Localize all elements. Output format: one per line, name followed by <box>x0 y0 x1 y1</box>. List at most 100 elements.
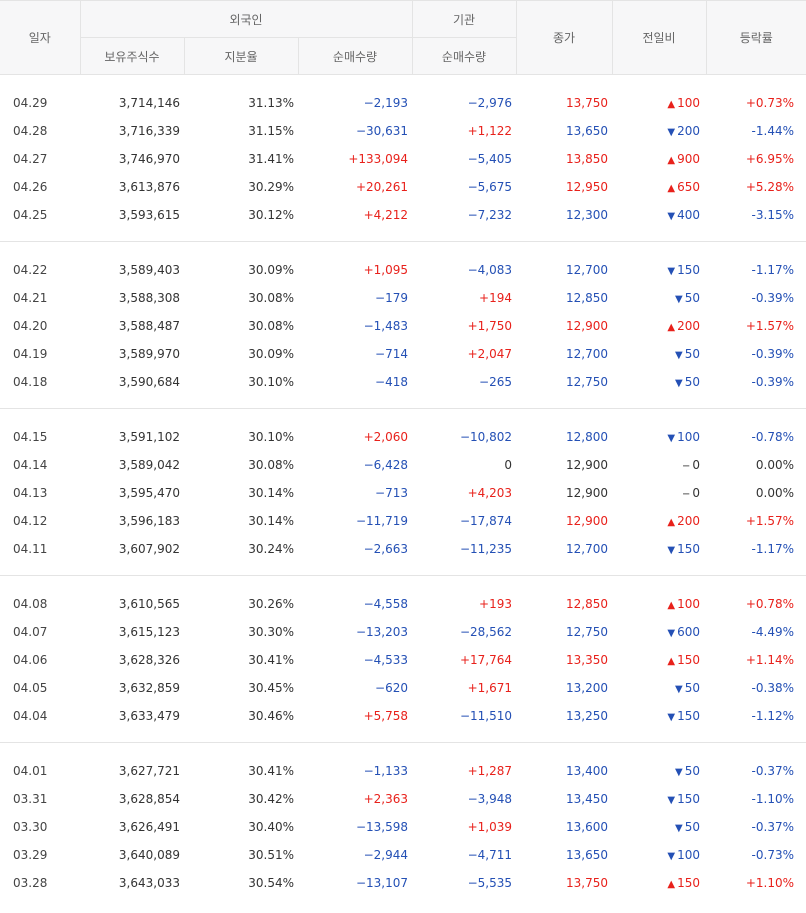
triangle-down-icon: ▼ <box>667 712 676 723</box>
cell-foreign-net: −418 <box>375 375 408 389</box>
cell-ratio: 30.24% <box>248 542 294 556</box>
change-value: 900 <box>677 152 700 166</box>
cell-rate: -0.78% <box>751 430 794 444</box>
cell-holdings: 3,610,565 <box>118 597 180 611</box>
separator-line <box>0 241 806 242</box>
triangle-down-icon: ▼ <box>667 127 676 138</box>
table-row: 04.19 3,589,970 30.09% −714 +2,047 12,700 ▼ 50 -… <box>0 340 806 368</box>
header-inst-net: 순매수량 <box>411 37 516 75</box>
cell-change: ▲ 100 <box>612 75 706 118</box>
cell-close: 13,850 <box>566 152 608 166</box>
cell-date: 03.30 <box>13 820 48 834</box>
cell-inst-net: +1,039 <box>467 820 512 834</box>
cell-foreign-net: −13,203 <box>355 625 408 639</box>
header-change: 전일비 <box>611 0 706 75</box>
cell-ratio: 30.51% <box>248 848 294 862</box>
group-separator <box>0 241 806 242</box>
change-value: 100 <box>677 848 700 862</box>
cell-ratio: 30.41% <box>248 764 294 778</box>
cell-date: 04.20 <box>13 319 48 333</box>
cell-date: 04.04 <box>13 709 48 723</box>
table-row: 04.21 3,588,308 30.08% −179 +194 12,850 ▼ 50 -0.… <box>0 284 806 312</box>
cell-change: ▼ 50 <box>612 368 706 409</box>
cell-rate: -1.44% <box>751 124 794 138</box>
table-body: 04.29 3,714,146 31.13% −2,193 −2,976 13,750 ▲ 1… <box>0 75 806 910</box>
table-row: 04.15 3,591,102 30.10% +2,060 −10,802 12,800 ▼… <box>0 409 806 451</box>
cell-change: −0 <box>612 479 706 507</box>
triangle-down-icon: ▼ <box>675 684 683 695</box>
separator-line <box>0 408 806 409</box>
cell-holdings: 3,714,146 <box>118 96 180 110</box>
cell-foreign-net: −4,558 <box>363 597 408 611</box>
header-close: 종가 <box>515 0 612 75</box>
cell-rate: -1.12% <box>751 709 794 723</box>
table-row: 04.13 3,595,470 30.14% −713 +4,203 12,900 −0 0.… <box>0 479 806 507</box>
cell-inst-net: −265 <box>479 375 512 389</box>
change-value: 150 <box>677 876 700 890</box>
cell-rate: -0.39% <box>751 375 794 389</box>
triangle-up-icon: ▲ <box>667 517 676 528</box>
cell-close: 13,350 <box>566 653 608 667</box>
cell-foreign-net: +4,212 <box>363 208 408 222</box>
table-row: 04.11 3,607,902 30.24% −2,663 −11,235 12,700 ▼… <box>0 535 806 576</box>
table-row: 04.04 3,633,479 30.46% +5,758 −11,510 13,250 ▼… <box>0 702 806 743</box>
cell-ratio: 30.12% <box>248 208 294 222</box>
cell-rate: +6.95% <box>745 152 794 166</box>
change-value: 100 <box>677 597 700 611</box>
cell-inst-net: +1,750 <box>467 319 512 333</box>
cell-rate: -1.17% <box>751 263 794 277</box>
cell-date: 04.07 <box>13 625 48 639</box>
cell-holdings: 3,588,308 <box>118 291 180 305</box>
change-value: 150 <box>677 263 700 277</box>
cell-inst-net: +1,287 <box>467 764 512 778</box>
change-value: 200 <box>677 319 700 333</box>
change-value: 650 <box>677 180 700 194</box>
triangle-up-icon: ▲ <box>667 600 676 611</box>
cell-foreign-net: −11,719 <box>355 514 408 528</box>
cell-inst-net: −28,562 <box>459 625 512 639</box>
cell-close: 12,750 <box>566 375 608 389</box>
triangle-down-icon: ▼ <box>667 628 676 639</box>
table-row: 04.28 3,716,339 31.15% −30,631 +1,122 13,650 ▼… <box>0 117 806 145</box>
change-value: 150 <box>677 542 700 556</box>
change-value: 100 <box>677 96 700 110</box>
cell-date: 04.29 <box>13 96 48 110</box>
cell-change: −0 <box>612 451 706 479</box>
triangle-down-icon: ▼ <box>667 433 676 444</box>
cell-date: 04.28 <box>13 124 48 138</box>
cell-close: 12,700 <box>566 347 608 361</box>
cell-date: 03.31 <box>13 792 48 806</box>
cell-rate: -3.15% <box>751 208 794 222</box>
cell-rate: -0.37% <box>751 764 794 778</box>
triangle-down-icon: ▼ <box>667 545 676 556</box>
cell-rate: +5.28% <box>745 180 794 194</box>
cell-holdings: 3,588,487 <box>118 319 180 333</box>
cell-holdings: 3,589,403 <box>118 263 180 277</box>
cell-date: 03.28 <box>13 876 48 890</box>
cell-rate: +1.57% <box>745 319 794 333</box>
header-foreign-net: 순매수량 <box>297 37 412 75</box>
cell-foreign-net: −2,663 <box>363 542 408 556</box>
table-row: 03.30 3,626,491 30.40% −13,598 +1,039 13,600 ▼… <box>0 813 806 841</box>
triangle-up-icon: ▲ <box>667 99 676 110</box>
cell-date: 04.15 <box>13 430 48 444</box>
cell-holdings: 3,643,033 <box>118 876 180 890</box>
group-separator <box>0 742 806 743</box>
cell-ratio: 30.14% <box>248 486 294 500</box>
cell-foreign-net: −179 <box>375 291 408 305</box>
change-value: 100 <box>677 430 700 444</box>
cell-change: ▼ 100 <box>612 409 706 451</box>
table-row: 04.18 3,590,684 30.10% −418 −265 12,750 ▼ 50 -0.… <box>0 368 806 409</box>
cell-holdings: 3,596,183 <box>118 514 180 528</box>
cell-foreign-net: −13,598 <box>355 820 408 834</box>
triangle-down-icon: ▼ <box>675 823 683 834</box>
cell-rate: -0.39% <box>751 347 794 361</box>
table-row: 04.22 3,589,403 30.09% +1,095 −4,083 12,700 ▼ 1… <box>0 242 806 284</box>
cell-inst-net: −7,232 <box>467 208 512 222</box>
cell-date: 04.05 <box>13 681 48 695</box>
change-value: 50 <box>684 347 700 361</box>
cell-holdings: 3,589,970 <box>118 347 180 361</box>
cell-ratio: 30.29% <box>248 180 294 194</box>
cell-holdings: 3,633,479 <box>118 709 180 723</box>
cell-inst-net: −3,948 <box>467 792 512 806</box>
